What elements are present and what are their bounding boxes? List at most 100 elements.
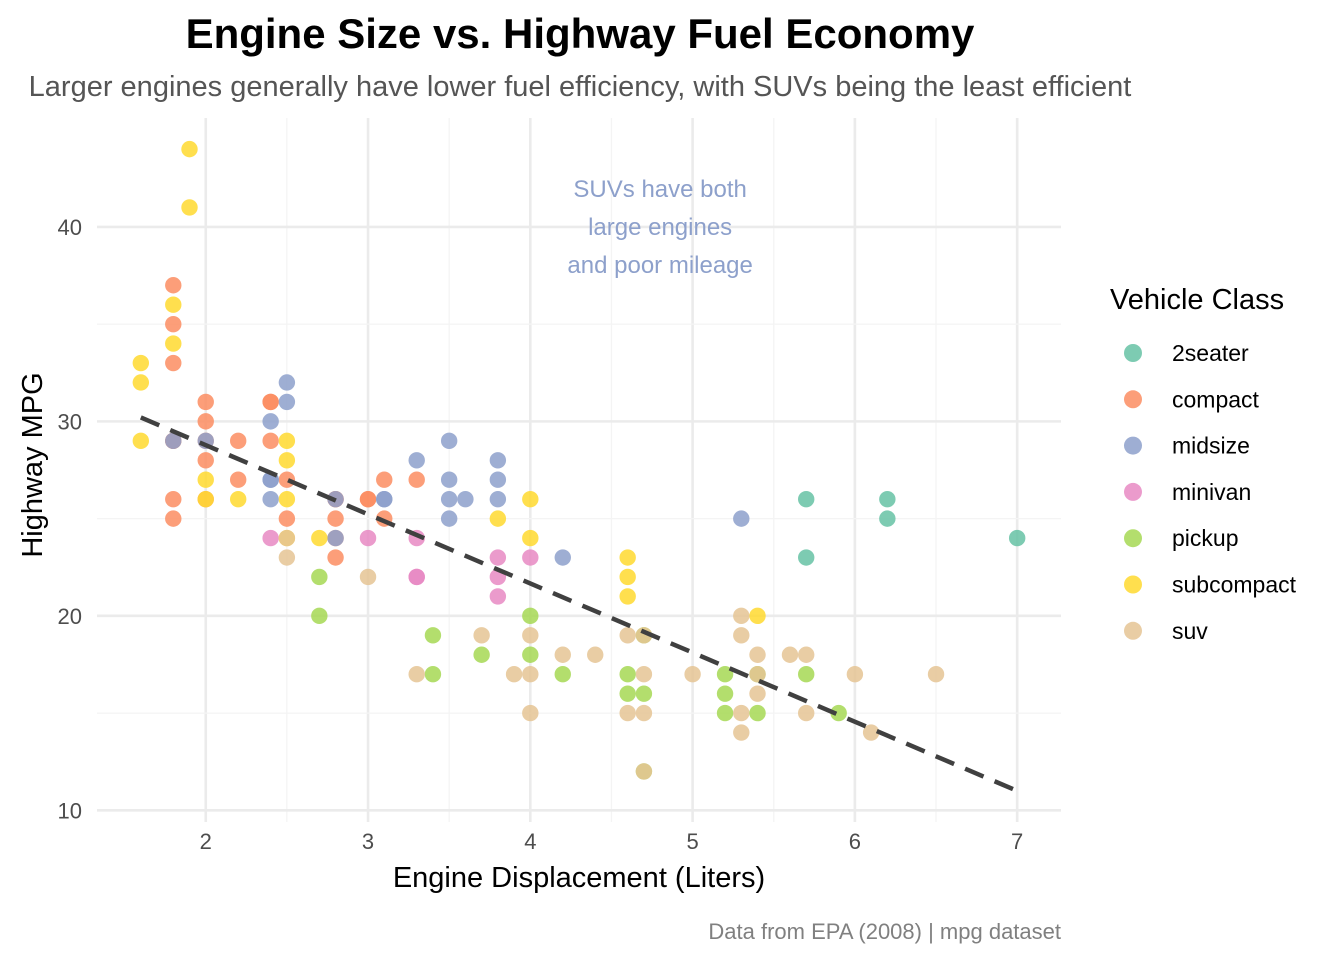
data-point-suv [522,627,539,644]
data-point-suv [749,665,766,683]
data-point-minivan [359,529,377,547]
data-point-midsize [489,452,507,469]
chart-title: Engine Size vs. Highway Fuel Economy [186,10,975,57]
data-point-suv [733,627,750,644]
data-points [132,140,1026,780]
y-tick-label: 40 [58,215,82,240]
data-point-suv [522,665,539,683]
data-point-midsize [440,471,458,488]
legend-key-minivan [1124,482,1142,501]
data-point-compact [262,393,279,411]
chart-subtitle: Larger engines generally have lower fuel… [29,71,1132,103]
data-point-suv [733,607,750,625]
legend-label-compact: compact [1172,386,1260,412]
data-point-pickup [473,646,490,663]
data-point-pickup [716,704,734,722]
legend-label-minivan: minivan [1172,479,1251,505]
annotation-line-1: SUVs have both [573,176,746,203]
data-point-suv [927,665,945,683]
data-point-subcompact [181,199,198,216]
legend-label-midsize: midsize [1172,433,1250,459]
data-point-subcompact [619,588,636,605]
annotation-line-2: large engines [588,214,732,241]
data-point-minivan [489,549,507,566]
data-point-subcompact [278,490,296,508]
data-point-compact [165,315,182,333]
data-point-suv [749,685,766,702]
legend-title: Vehicle Class [1110,284,1284,316]
data-point-suv [846,665,864,683]
data-point-pickup [522,646,539,663]
legend-key-subcompact [1124,575,1142,594]
legend-label-pickup: pickup [1172,525,1238,551]
data-point-subcompact [749,607,766,625]
data-point-midsize [440,432,458,450]
legend-key-pickup [1124,529,1142,548]
data-point-compact [408,471,425,488]
data-point-pickup [522,607,539,625]
data-point-compact [229,471,247,488]
data-point-midsize [733,510,750,527]
data-point-suv [798,646,815,663]
data-point-subcompact [311,529,328,547]
x-tick-label: 6 [849,829,861,854]
x-tick-label: 4 [524,829,536,854]
data-point-suv [522,704,539,722]
data-point-subcompact [165,296,182,313]
data-point-suv [278,529,296,547]
data-point-pickup [830,704,847,722]
data-point-pickup [424,665,442,683]
data-point-subcompact [619,568,636,586]
data-point-suv [587,646,604,663]
data-point-2seater [798,549,815,566]
data-point-subcompact [229,490,247,508]
data-point-suv [408,665,425,683]
data-point-midsize [262,413,279,430]
data-point-pickup [619,665,636,683]
legend-label-2seater: 2seater [1172,340,1249,366]
data-point-minivan [489,588,507,605]
x-axis-ticks: 2 3 4 5 6 7 [200,829,1024,854]
data-point-pickup [798,665,815,683]
data-point-midsize [165,432,182,450]
legend-key-suv [1124,621,1142,640]
data-point-midsize [278,374,296,391]
data-point-compact [229,432,247,450]
data-point-pickup [311,607,328,625]
data-point-suv [635,763,653,780]
data-point-pickup [635,685,653,702]
legend-label-subcompact: subcompact [1172,572,1297,598]
data-point-suv [749,646,766,663]
data-point-midsize [554,549,571,566]
data-point-midsize [489,471,507,488]
data-point-suv [619,704,636,722]
data-point-2seater [879,490,896,508]
data-point-subcompact [197,471,214,488]
data-point-subcompact [165,335,182,352]
data-point-midsize [457,490,474,508]
data-point-suv [733,724,750,741]
data-point-midsize [408,452,425,469]
data-point-compact [197,452,214,469]
data-point-compact [278,510,296,527]
data-point-suv [359,568,377,586]
data-point-pickup [716,685,734,702]
data-point-compact [165,490,182,508]
data-point-compact [327,549,344,566]
data-point-minivan [408,568,425,586]
data-point-compact [165,277,182,294]
data-point-subcompact [278,432,296,450]
data-point-midsize [278,393,296,411]
data-point-suv [278,549,296,566]
data-point-suv [554,646,571,663]
data-point-compact [262,432,279,450]
legend-label-suv: suv [1172,618,1208,644]
data-point-midsize [262,490,279,508]
data-point-suv [473,627,490,644]
data-point-midsize [489,490,507,508]
x-tick-label: 7 [1011,829,1023,854]
data-point-compact [197,413,214,430]
data-point-2seater [1008,529,1026,547]
data-point-suv [798,704,815,722]
